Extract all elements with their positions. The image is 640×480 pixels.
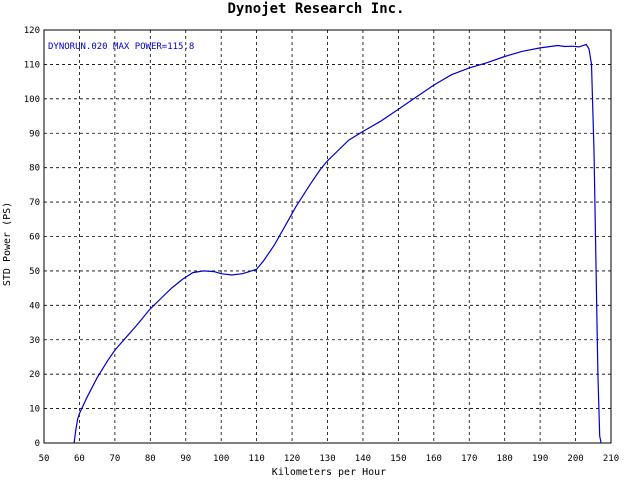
- x-tick-label: 60: [74, 454, 85, 464]
- x-tick-label: 190: [532, 454, 548, 464]
- y-tick-label: 80: [29, 164, 40, 174]
- x-axis-ticks: 50 60 70 80 90 100 110 120 130 140 150 160 170 180 190…: [39, 454, 620, 464]
- plot-frame: [43, 29, 612, 444]
- y-tick-label: 10: [29, 405, 40, 415]
- y-axis-ticks: 0 10 20 30 40 50 60 70 80 90 100 110 120: [24, 26, 40, 449]
- x-tick-label: 180: [497, 454, 513, 464]
- y-tick-label: 20: [29, 370, 40, 380]
- y-tick-label: 0: [35, 439, 40, 449]
- x-tick-label: 110: [248, 454, 264, 464]
- x-tick-label: 170: [461, 454, 477, 464]
- x-tick-label: 90: [180, 454, 191, 464]
- run-annotation: DYNORUN.020 MAX POWER=115.8: [48, 42, 194, 52]
- x-tick-label: 140: [355, 454, 371, 464]
- y-tick-label: 110: [24, 60, 40, 70]
- x-tick-label: 120: [284, 454, 300, 464]
- x-tick-label: 150: [390, 454, 406, 464]
- y-tick-label: 120: [24, 26, 40, 36]
- x-tick-label: 100: [213, 454, 229, 464]
- y-axis-label: STD Power (PS): [2, 202, 13, 286]
- y-tick-label: 90: [29, 129, 40, 139]
- x-tick-label: 160: [426, 454, 442, 464]
- x-axis-label: Kilometers per Hour: [272, 467, 386, 478]
- y-tick-label: 30: [29, 336, 40, 346]
- y-tick-label: 50: [29, 267, 40, 277]
- x-tick-label: 130: [319, 454, 335, 464]
- x-tick-label: 210: [603, 454, 619, 464]
- power-curve: [73, 43, 602, 444]
- y-tick-label: 100: [24, 95, 40, 105]
- x-tick-label: 50: [39, 454, 50, 464]
- grid-lines: [44, 30, 611, 443]
- y-tick-label: 40: [29, 301, 40, 311]
- x-tick-label: 200: [567, 454, 583, 464]
- x-tick-label: 70: [109, 454, 120, 464]
- y-tick-label: 60: [29, 233, 40, 243]
- x-tick-label: 80: [145, 454, 156, 464]
- chart-title: Dynojet Research Inc.: [227, 1, 404, 17]
- y-tick-label: 70: [29, 198, 40, 208]
